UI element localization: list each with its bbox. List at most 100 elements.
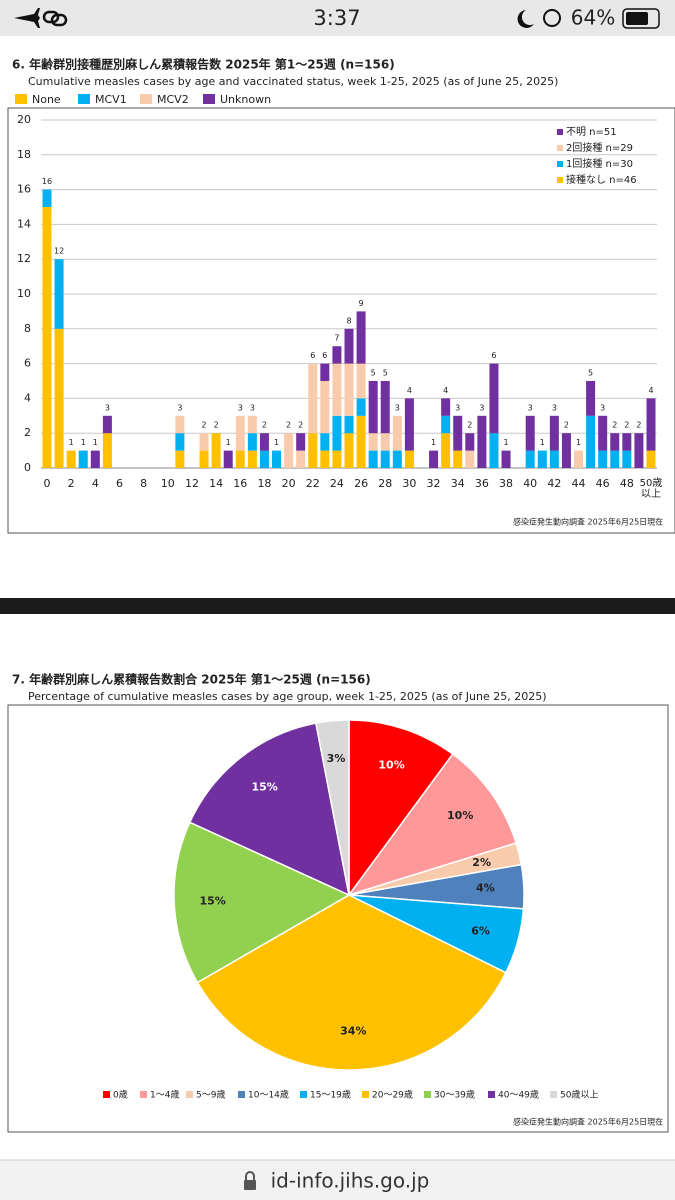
- total-label: 2: [201, 421, 206, 430]
- total-label: 4: [443, 386, 448, 395]
- x-tick-label: 22: [306, 477, 320, 490]
- total-label: 3: [479, 403, 484, 412]
- legend-swatch: [488, 1091, 495, 1098]
- pie-slice: [347, 753, 518, 897]
- bar-segment: [308, 363, 318, 434]
- bar-segment: [586, 381, 596, 416]
- bar-segment: [646, 398, 656, 451]
- bar-segment: [574, 450, 584, 468]
- bar-segment: [247, 450, 257, 468]
- total-label: 1: [81, 438, 86, 447]
- bar-segment: [441, 398, 451, 416]
- battery-percent: 64%: [571, 6, 615, 30]
- total-label: 9: [359, 299, 364, 308]
- total-label: 6: [322, 351, 327, 360]
- bar-segment: [175, 433, 185, 451]
- x-tick-label: 18: [257, 477, 271, 490]
- y-tick-label: 0: [24, 461, 31, 474]
- total-label: 3: [455, 403, 460, 412]
- pie-slice: [348, 719, 454, 898]
- bar-segment: [223, 450, 233, 468]
- lock-shackle: [245, 1171, 255, 1181]
- bar-segment: [392, 415, 402, 451]
- legend-label: 20～29歳: [372, 1089, 413, 1101]
- x-tick-label: 44: [572, 477, 586, 490]
- total-label: 3: [250, 403, 255, 412]
- note-swatch: [557, 129, 563, 135]
- bar-segment: [272, 450, 282, 468]
- y-tick-label: 14: [17, 217, 31, 230]
- bar-segment: [308, 433, 318, 468]
- bar-segment: [610, 450, 620, 468]
- x-tick-label: 26: [354, 477, 368, 490]
- bar-segment: [296, 433, 306, 451]
- bar-segment: [537, 450, 547, 468]
- bar-segment: [356, 311, 366, 364]
- slice-label: 2%: [472, 856, 491, 869]
- x-tick-label: 8: [140, 477, 147, 490]
- total-label: 2: [214, 421, 219, 430]
- total-label: 6: [310, 351, 315, 360]
- total-label: 3: [552, 403, 557, 412]
- separator: [0, 598, 675, 614]
- total-label: 2: [262, 421, 267, 430]
- total-label: 2: [612, 421, 617, 430]
- x-tick-label: 30: [402, 477, 416, 490]
- bar-segment: [598, 415, 608, 451]
- legend-label: None: [32, 93, 61, 106]
- x-tick-label: 0: [44, 477, 51, 490]
- total-label: 7: [334, 334, 339, 343]
- clock: 3:37: [313, 6, 360, 30]
- x-tick-label: 40: [523, 477, 537, 490]
- bar-segment: [247, 415, 257, 434]
- total-label: 1: [503, 438, 508, 447]
- y-tick-label: 20: [17, 113, 31, 126]
- slice-label: 3%: [327, 752, 346, 765]
- bar-segment: [344, 433, 354, 468]
- bar-segment: [561, 433, 571, 468]
- x-tick-label: 42: [547, 477, 561, 490]
- bar-segment: [380, 381, 390, 434]
- bar-segment: [259, 450, 269, 468]
- total-label: 8: [346, 316, 351, 325]
- bar-segment: [465, 450, 475, 468]
- bar-segment: [332, 450, 342, 468]
- total-label: 3: [177, 403, 182, 412]
- legend-label: 0歳: [113, 1089, 128, 1101]
- bar-segment: [175, 450, 185, 468]
- url-bar: [0, 1160, 675, 1200]
- bar-segment: [586, 415, 596, 468]
- y-tick-label: 12: [17, 252, 31, 265]
- legend-label: 40～49歳: [498, 1089, 539, 1101]
- bar-segment: [501, 450, 511, 468]
- x-tick-label: 24: [330, 477, 344, 490]
- y-tick-label: 16: [17, 183, 31, 196]
- bar-segment: [344, 363, 354, 416]
- note-swatch: [557, 177, 563, 183]
- bar-segment: [320, 433, 330, 451]
- total-label: 4: [648, 386, 653, 395]
- bar-segment: [199, 450, 209, 468]
- legend-note: 1回接種 n=30: [566, 157, 633, 170]
- lock-icon: [244, 1180, 256, 1190]
- moon-icon: [517, 10, 534, 28]
- legend-note: 接種なし n=46: [566, 173, 637, 186]
- legend-swatch: [362, 1091, 369, 1098]
- bar-segment: [525, 450, 535, 468]
- total-label: 1: [274, 438, 279, 447]
- bar-segment: [296, 450, 306, 468]
- y-tick-label: 6: [24, 357, 31, 370]
- legend-label: MCV1: [95, 93, 127, 106]
- total-label: 2: [636, 421, 641, 430]
- lock-rotation-icon: [543, 9, 561, 27]
- bar-segment: [284, 433, 294, 468]
- slice-label: 15%: [199, 894, 225, 907]
- bar-segment: [549, 450, 559, 468]
- total-label: 2: [467, 421, 472, 430]
- slice-label: 34%: [340, 1024, 366, 1037]
- x-tick-label: 6: [116, 477, 123, 490]
- bar-segment: [90, 450, 100, 468]
- bar-segment: [549, 415, 559, 451]
- bar-segment: [380, 450, 390, 468]
